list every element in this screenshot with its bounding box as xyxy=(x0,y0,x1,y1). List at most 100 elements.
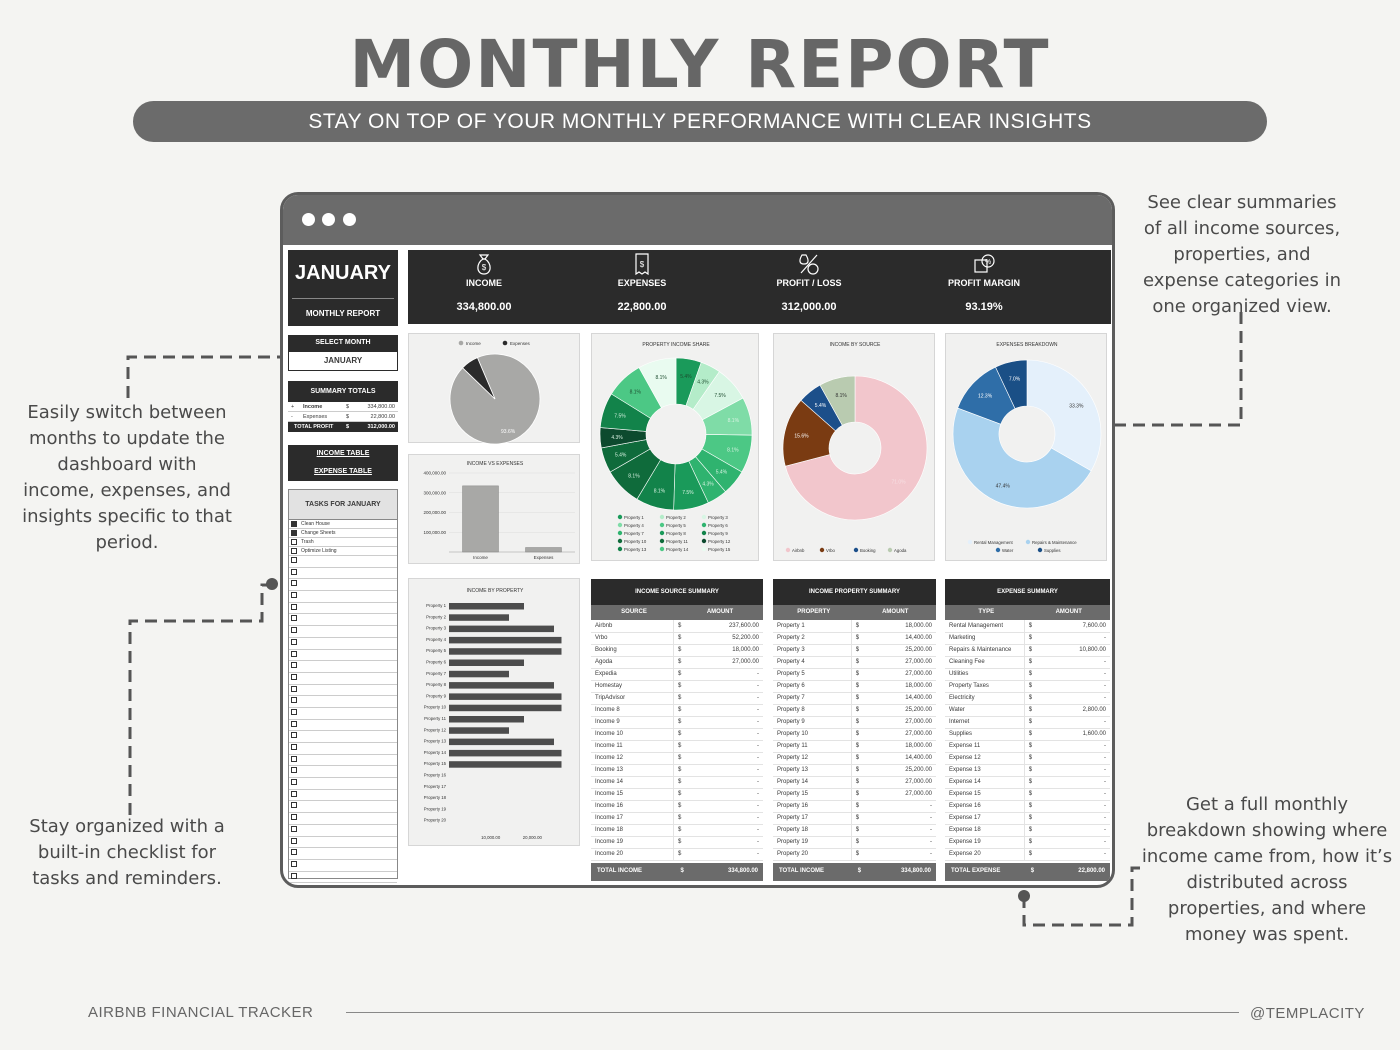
checkbox-icon[interactable] xyxy=(291,615,297,622)
checkbox-icon[interactable] xyxy=(291,825,297,832)
kpi-value: 22,800.00 xyxy=(617,301,667,313)
task-item-empty[interactable] xyxy=(289,579,397,592)
task-item-empty[interactable] xyxy=(289,638,397,650)
y-tick-label: Property 2 xyxy=(426,614,446,619)
task-item-empty[interactable] xyxy=(289,603,397,615)
checkbox-icon[interactable] xyxy=(291,673,297,680)
checkbox-icon[interactable] xyxy=(291,767,297,774)
checkbox-icon[interactable] xyxy=(291,603,297,610)
table-row: Marketing $ - xyxy=(945,632,1110,645)
summary-row-expenses: - Expenses $ 22,800.00 xyxy=(288,412,398,422)
task-item-empty[interactable] xyxy=(289,825,397,837)
checkbox-icon[interactable] xyxy=(291,557,297,563)
table-cell: 14,400.00 xyxy=(872,692,936,705)
table-cell: Property 16 xyxy=(773,800,852,813)
task-item-empty[interactable] xyxy=(289,731,397,743)
month-select[interactable]: JANUARY xyxy=(288,351,398,371)
legend-label: Property 2 xyxy=(666,515,686,520)
table-cell: - xyxy=(694,704,763,717)
pie-slice xyxy=(819,375,856,426)
income-table-link[interactable]: INCOME TABLE xyxy=(288,445,398,463)
task-item[interactable]: Trash xyxy=(289,538,397,547)
task-item-empty[interactable] xyxy=(289,685,397,697)
checkbox-icon[interactable] xyxy=(291,744,297,750)
task-item-empty[interactable] xyxy=(289,837,397,849)
income-property-summary: INCOME PROPERTY SUMMARY PROPERTY AMOUNT Pro… xyxy=(773,579,936,881)
checkbox-icon[interactable] xyxy=(291,539,297,545)
task-item-empty[interactable] xyxy=(289,673,397,685)
task-item-empty[interactable] xyxy=(289,626,397,638)
checkbox-icon[interactable] xyxy=(291,720,297,727)
task-item-empty[interactable] xyxy=(289,778,397,790)
table-cell: - xyxy=(1046,812,1110,825)
table-cell: - xyxy=(1046,788,1110,801)
task-item-empty[interactable] xyxy=(289,755,397,767)
checkbox-icon[interactable] xyxy=(291,849,297,856)
checkbox-icon[interactable] xyxy=(291,592,297,599)
checkbox-icon[interactable] xyxy=(291,580,297,587)
table-row: Property 8 $25,200.00 xyxy=(773,704,936,717)
table-row: Property 19 $ - xyxy=(773,836,936,849)
expense-table-link[interactable]: EXPENSE TABLE xyxy=(288,463,398,481)
label: Expenses xyxy=(303,414,328,420)
checkbox-icon[interactable] xyxy=(291,860,297,867)
table-cell: - xyxy=(694,836,763,849)
checkbox-icon[interactable] xyxy=(291,872,297,879)
table-cell: $ xyxy=(1024,668,1047,681)
task-item[interactable]: Optimize Listing xyxy=(289,547,397,556)
checkbox-icon[interactable] xyxy=(291,650,297,657)
table-cell: Property 7 xyxy=(773,692,852,705)
legend-label: Property 1 xyxy=(624,515,644,520)
task-item-empty[interactable] xyxy=(289,872,397,884)
table-cell: Income 16 xyxy=(591,800,675,813)
checkbox-icon[interactable] xyxy=(291,755,297,762)
task-item[interactable]: Change Sheets xyxy=(289,529,397,538)
table-cell: - xyxy=(694,716,763,729)
task-item-empty[interactable] xyxy=(289,801,397,814)
checkbox-icon[interactable] xyxy=(291,548,297,554)
task-item-empty[interactable] xyxy=(289,790,397,802)
table-row: Expense 14 $ - xyxy=(945,776,1110,789)
checkbox-icon[interactable] xyxy=(291,627,297,634)
checkbox-icon[interactable] xyxy=(291,697,297,704)
table-cell: Expense 12 xyxy=(945,752,1025,765)
task-item-empty[interactable] xyxy=(289,813,397,825)
task-item-empty[interactable] xyxy=(289,568,397,580)
checkbox-icon[interactable] xyxy=(291,732,297,739)
checkbox-icon[interactable] xyxy=(291,662,297,669)
task-item[interactable]: Clean House xyxy=(289,520,397,529)
checkbox-icon[interactable] xyxy=(291,790,297,797)
data-label: 8.1% xyxy=(630,389,642,395)
task-item-empty[interactable] xyxy=(289,661,397,673)
task-item-empty[interactable] xyxy=(289,650,397,662)
task-item-empty[interactable] xyxy=(289,696,397,708)
task-item-empty[interactable] xyxy=(289,848,397,860)
task-item-empty[interactable] xyxy=(289,766,397,779)
task-item-empty[interactable] xyxy=(289,720,397,732)
bar xyxy=(449,704,562,712)
data-label: 5.4% xyxy=(716,470,728,476)
table-total-row: TOTAL INCOME $334,800.00 xyxy=(773,863,936,881)
checkbox-checked-icon[interactable] xyxy=(291,521,297,527)
checkbox-icon[interactable] xyxy=(291,802,297,809)
checkbox-icon[interactable] xyxy=(291,837,297,844)
table-cell: Income 14 xyxy=(591,776,675,789)
task-item-empty[interactable] xyxy=(289,743,397,755)
task-item-empty[interactable] xyxy=(289,708,397,720)
checkbox-icon[interactable] xyxy=(291,814,297,821)
task-item-empty[interactable] xyxy=(289,556,397,568)
checkbox-icon[interactable] xyxy=(291,708,297,715)
task-item-empty[interactable] xyxy=(289,860,397,872)
checkbox-checked-icon[interactable] xyxy=(291,530,297,536)
task-item-empty[interactable] xyxy=(289,614,397,627)
checkbox-icon[interactable] xyxy=(291,568,297,575)
task-item-empty[interactable] xyxy=(289,591,397,603)
table-row: Repairs & Maintenance $10,800.00 xyxy=(945,644,1110,657)
summary-row-income: + Income $ 334,800.00 xyxy=(288,402,398,412)
checkbox-icon[interactable] xyxy=(291,685,297,692)
table-cell: 27,000.00 xyxy=(872,656,936,669)
checkbox-icon[interactable] xyxy=(291,779,297,786)
checkbox-icon[interactable] xyxy=(291,638,297,645)
data-label: 7.5% xyxy=(614,413,626,419)
y-tick-label: Property 15 xyxy=(424,761,447,766)
